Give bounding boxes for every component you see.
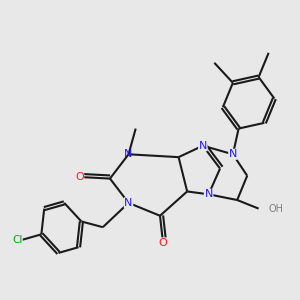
Text: N: N	[124, 198, 133, 208]
Text: OH: OH	[268, 204, 284, 214]
Text: N: N	[124, 149, 133, 159]
Text: O: O	[75, 172, 84, 182]
Text: Cl: Cl	[12, 235, 22, 245]
Text: O: O	[158, 238, 167, 248]
Text: N: N	[204, 189, 213, 199]
Text: N: N	[229, 149, 237, 159]
Text: N: N	[199, 141, 207, 151]
